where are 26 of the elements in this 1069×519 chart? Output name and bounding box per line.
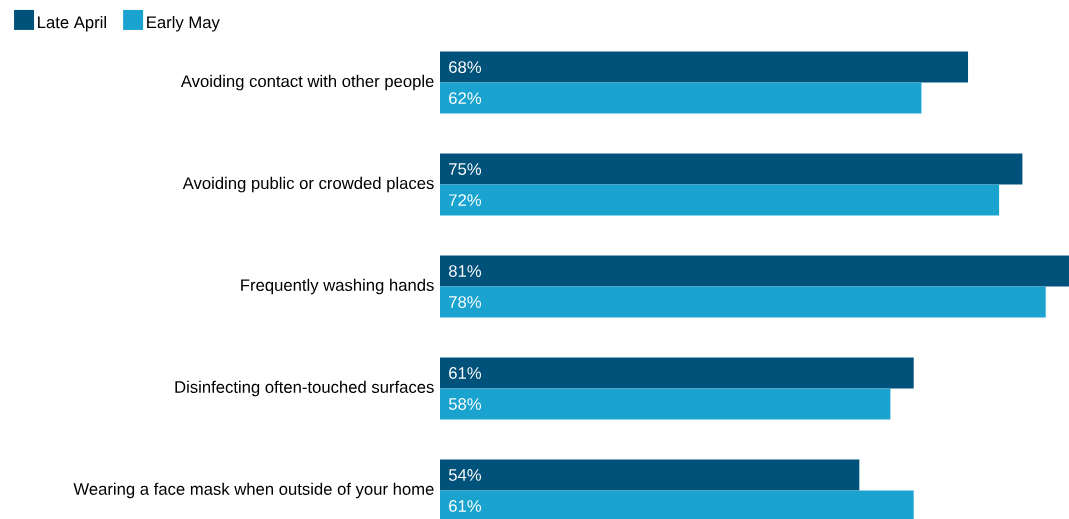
- data-label: 54%: [448, 469, 482, 481]
- data-label: 61%: [449, 500, 482, 512]
- data-label: 81%: [449, 265, 482, 277]
- bar: [440, 255, 1069, 287]
- bar: [440, 286, 1046, 318]
- bar: [440, 459, 860, 491]
- data-label: 68%: [449, 61, 482, 74]
- data-label: 75%: [449, 163, 482, 175]
- bar: [440, 388, 891, 420]
- bar: [440, 51, 969, 83]
- data-label: 72%: [449, 194, 482, 206]
- bar: [440, 82, 922, 114]
- bar: [440, 184, 1000, 216]
- bar: [440, 357, 914, 389]
- data-label: 62%: [449, 92, 482, 105]
- legend-label: Early May: [147, 15, 220, 32]
- data-label: 61%: [449, 367, 482, 379]
- y-tick-label: Avoiding contact with other people: [180, 74, 434, 91]
- y-tick-label: Frequently washing hands: [241, 278, 434, 295]
- data-label: 78%: [449, 296, 482, 308]
- y-tick-label: Avoiding public or crowded places: [182, 176, 434, 193]
- y-tick-label: Disinfecting often-touched surfaces: [175, 380, 434, 397]
- y-tick-label: Wearing a face mask when outside of your home: [73, 482, 434, 499]
- bar: [440, 153, 1023, 185]
- data-label: 58%: [448, 398, 482, 410]
- legend-label: Late April: [38, 15, 106, 32]
